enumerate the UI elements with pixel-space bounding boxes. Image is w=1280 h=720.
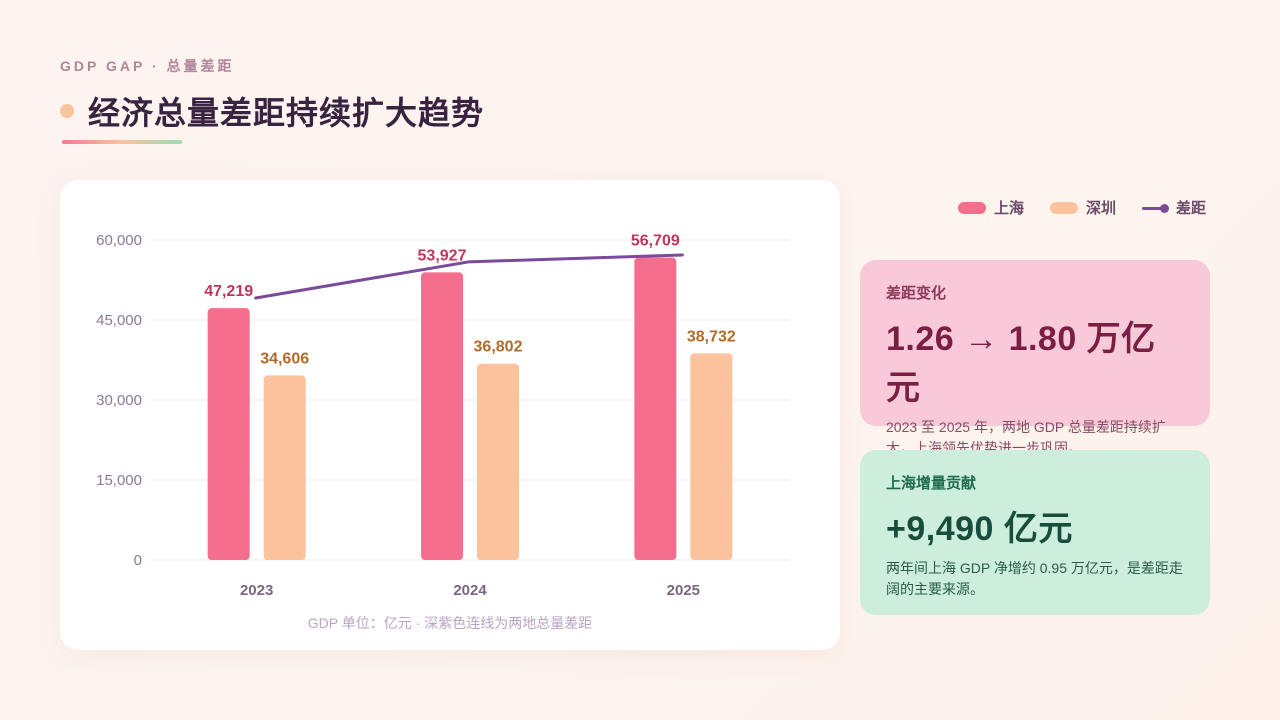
bar-shanghai [421,272,463,560]
legend-label-shenzhen: 深圳 [1086,200,1117,217]
sh-increment-desc: 两年间上海 GDP 净增约 0.95 万亿元，是差距走阔的主要来源。 [886,560,1183,597]
x-tick-label: 2023 [240,582,273,599]
chart-card: 0 15,000 30,000 45,000 60,000 47,219 34,606 202… [60,180,840,650]
gap-change-label: 差距变化 [886,285,947,302]
title-row: 经济总量差距持续扩大趋势 [60,88,484,134]
title-dot-icon [60,104,74,118]
data-label-shenzhen: 34,606 [260,350,309,367]
y-tick-label: 60,000 [96,232,142,249]
legend-label-gap: 差距 [1176,200,1207,217]
bar-shenzhen [690,353,733,560]
data-label-shenzhen: 36,802 [474,339,523,356]
data-label-shanghai: 53,927 [418,247,467,264]
bar-shanghai [207,308,250,560]
sh-increment-label: 上海增量贡献 [886,475,977,492]
gap-change-value: 1.26 → 1.80 万亿元 [886,320,1156,407]
legend-item-gap: 差距 [1142,197,1206,218]
x-tick-label: 2025 [667,582,700,599]
legend-item-shenzhen: 深圳 [1050,197,1116,218]
legend-label-shanghai: 上海 [994,200,1025,217]
title-underline [62,140,182,144]
y-tick-label: 45,000 [96,312,142,329]
chart-note: GDP 单位：亿元 · 深紫色连线为两地总量差距 [307,615,593,631]
y-tick-label: 0 [134,552,142,569]
legend-item-shanghai: 上海 [958,197,1024,218]
sh-increment-card: 上海增量贡献 +9,490 亿元 两年间上海 GDP 净增约 0.95 万亿元，… [860,450,1210,615]
legend-swatch-shanghai [958,201,986,214]
page-title: 经济总量差距持续扩大趋势 [88,95,485,131]
bar-shenzhen [477,363,519,560]
legend-swatch-shenzhen [1050,201,1079,214]
sh-increment-value: +9,490 亿元 [886,510,1073,548]
bar-chart: 0 15,000 30,000 45,000 60,000 47,219 34,606 202… [96,232,790,599]
y-tick-label: 30,000 [96,392,142,409]
x-tick-label: 2024 [453,582,487,599]
data-label-shanghai: 56,709 [631,233,680,250]
y-tick-label: 15,000 [96,472,142,489]
page-kicker: GDP GAP · 总量差距 [60,58,235,74]
legend-swatch-gap-line-icon [1142,202,1170,214]
data-label-shenzhen: 38,732 [687,328,736,345]
gap-change-card: 差距变化 1.26 → 1.80 万亿元 2023 至 2025 年，两地 GD… [860,260,1210,456]
bar-shanghai [634,257,677,560]
bar-shenzhen [263,375,306,560]
data-label-shanghai: 47,219 [204,283,253,300]
chart-legend: 上海 深圳 差距 [958,197,1206,218]
gap-line [254,253,684,300]
